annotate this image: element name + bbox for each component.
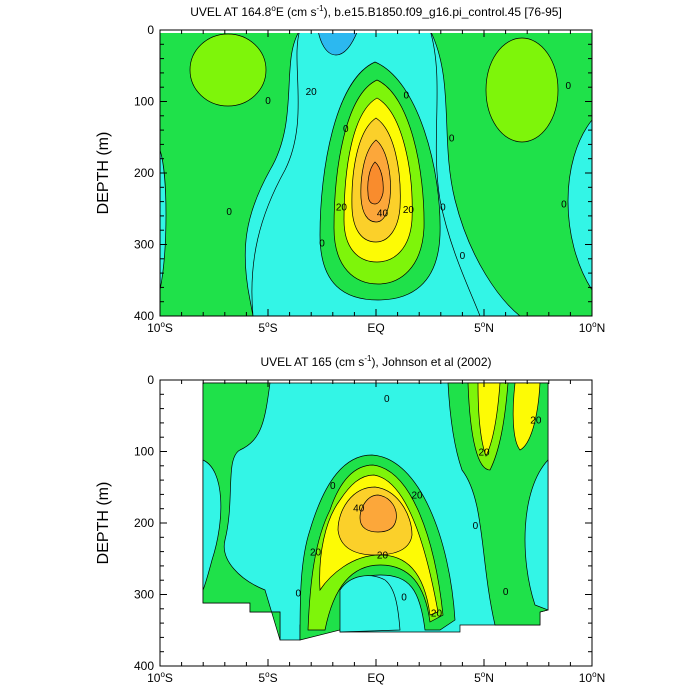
bottom-y-tick-label: 100 <box>134 445 154 459</box>
top-fill-surface-westward <box>317 30 359 56</box>
bottom-y-tick-label: 400 <box>134 659 154 673</box>
bottom-x-tick-label: EQ <box>367 671 384 685</box>
bottom-fill-east-pocket <box>524 459 549 611</box>
top-fill-west-band <box>160 30 301 316</box>
top-contour-label: 0 <box>440 203 446 214</box>
top-contour-label: 40 <box>377 208 389 219</box>
top-contour-label: 0 <box>403 90 409 101</box>
bottom-fill-lower-pocket <box>339 575 401 633</box>
top-fill-lobe-west <box>189 33 267 107</box>
top-contour-label: 0 <box>460 251 466 262</box>
bottom-contour-label: 20 <box>377 550 389 561</box>
top-y-tick-label: 100 <box>134 95 154 109</box>
bottom-x-tick-label: 5oN <box>474 670 494 685</box>
top-x-tick-label: 5oS <box>258 320 277 335</box>
top-x-tick-label: EQ <box>367 321 384 335</box>
bottom-contour-label: 0 <box>384 394 390 405</box>
top-fill-west-edge <box>160 149 167 291</box>
top-contour-field <box>160 30 592 316</box>
bottom-contour-label: 0 <box>503 587 509 598</box>
top-fill-east-intrusion <box>567 119 592 291</box>
top-panel-title: UVEL AT 164.8oE (cm s-1), b.e15.B1850.f0… <box>190 4 562 19</box>
bottom-contour-label: 40 <box>353 503 365 514</box>
top-contour-label: 20 <box>306 87 318 98</box>
top-contour-label: 0 <box>265 96 271 107</box>
top-y-tick-label: 300 <box>134 238 154 252</box>
top-fill-lobe-east <box>485 37 559 143</box>
bottom-contour-label: 20 <box>530 415 542 426</box>
top-contour-label: 20 <box>403 205 415 216</box>
bottom-panel: UVEL AT 165 (cm s-1), Johnson et al (200… <box>95 354 605 685</box>
bottom-fill-west-band <box>202 382 281 641</box>
bottom-contour-label: 0 <box>330 481 336 492</box>
top-contour-label: 0 <box>561 200 567 211</box>
bottom-contour-label: 0 <box>401 593 407 604</box>
bottom-contour-label: 20 <box>310 548 322 559</box>
bottom-contour-labels: 0 20 20 0 20 40 20 20 0 0 0 20 0 <box>295 394 542 620</box>
top-contour-label: 0 <box>319 238 325 249</box>
top-x-tick-label: 10oN <box>579 320 605 335</box>
bottom-y-tick-label: 200 <box>134 516 154 530</box>
top-contour-label: 0 <box>449 133 455 144</box>
top-y-tick-label: 200 <box>134 166 154 180</box>
bottom-panel-title: UVEL AT 165 (cm s-1), Johnson et al (200… <box>260 354 491 369</box>
top-contour-label: 0 <box>343 124 349 135</box>
top-contour-labels: 20 0 0 0 0 0 20 40 20 0 0 0 0 0 <box>226 81 571 262</box>
bottom-contour-label: 20 <box>431 608 443 619</box>
bottom-contour-label: 0 <box>473 521 479 532</box>
bottom-fill-euc-40 <box>359 494 397 533</box>
top-contour-label: 0 <box>226 207 232 218</box>
top-contour-label: 0 <box>565 81 571 92</box>
bottom-fill-east-streak-yellow <box>477 382 501 457</box>
top-fill-euc-50 <box>367 161 384 205</box>
top-y-tick-label: 0 <box>147 23 154 37</box>
bottom-contour-field <box>202 382 549 641</box>
bottom-x-tick-label: 5oS <box>258 670 277 685</box>
bottom-x-tick-label: 10oS <box>147 670 173 685</box>
bottom-contour-label: 20 <box>478 448 490 459</box>
bottom-x-ticks: 10oS 5oS EQ 5oN 10oN <box>147 380 605 685</box>
top-x-ticks: 10oS 5oS EQ 5oN 10oN <box>147 30 605 335</box>
top-y-tick-label: 400 <box>134 309 154 323</box>
bottom-fill-east-streak-yellow-2 <box>512 382 541 451</box>
top-contour-label: 20 <box>336 203 348 214</box>
bottom-y-axis-label: DEPTH (m) <box>95 482 112 565</box>
bottom-fill-west-pocket <box>202 459 222 591</box>
top-y-axis-label: DEPTH (m) <box>95 132 112 215</box>
bottom-y-tick-label: 0 <box>147 373 154 387</box>
bottom-contour-label: 20 <box>411 490 423 501</box>
bottom-x-tick-label: 10oN <box>579 670 605 685</box>
top-x-tick-label: 10oS <box>147 320 173 335</box>
bottom-contour-label: 0 <box>295 588 301 599</box>
top-x-tick-label: 5oN <box>474 320 494 335</box>
bottom-y-tick-label: 300 <box>134 588 154 602</box>
top-panel: UVEL AT 164.8oE (cm s-1), b.e15.B1850.f0… <box>95 4 605 335</box>
